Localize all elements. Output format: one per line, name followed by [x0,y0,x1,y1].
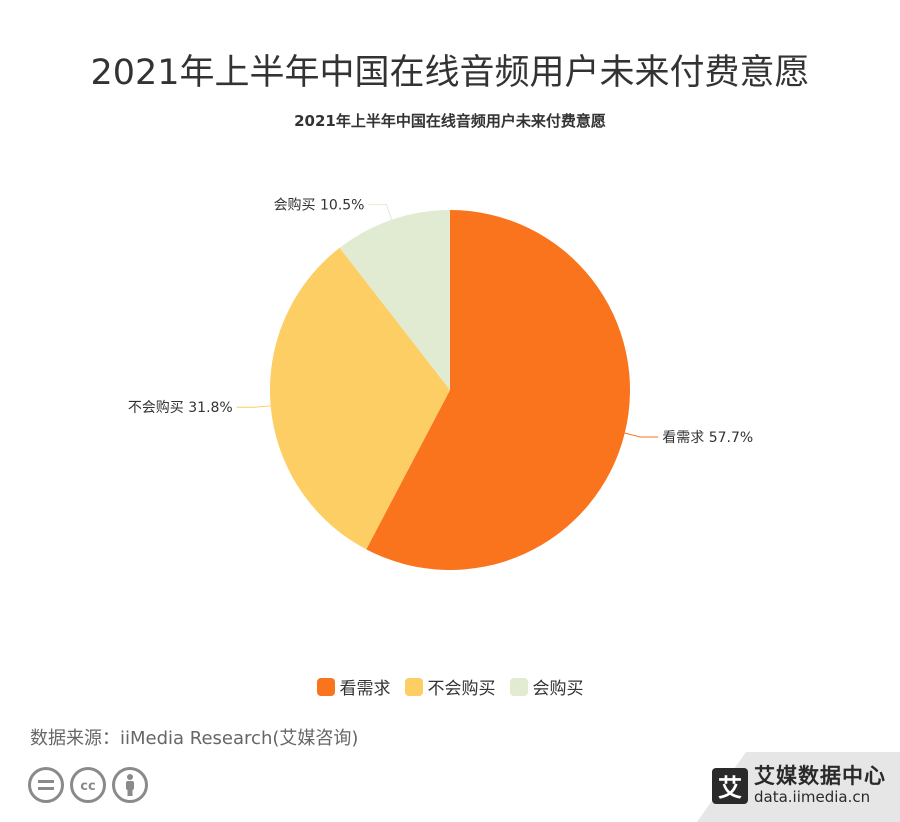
leader-line-0 [624,432,659,438]
brand-url: data.iimedia.cn [754,788,871,806]
brand-logo-icon: 艾 [712,767,748,804]
equals-icon [28,767,64,803]
chart-title: 2021年上半年中国在线音频用户未来付费意愿 [294,112,606,130]
slice-label-1: 不会购买 31.8% [128,400,233,416]
legend-label-0: 看需求 [339,679,391,699]
legend-item-2[interactable]: 会购买 [509,674,584,699]
legend-item-1[interactable]: 不会购买 [404,674,496,699]
legend-swatch-0 [316,677,335,696]
data-source: 数据来源：iiMedia Research(艾媒咨询) [30,728,359,749]
svg-text:cc: cc [80,779,95,793]
pie-slice-0[interactable] [366,210,631,570]
leader-line-2 [368,204,393,220]
chart-legend: 看需求 不会购买 会购买 [0,674,900,699]
slice-label-0: 看需求 57.7% [662,430,753,446]
leader-line-1 [236,405,271,408]
cc-icon: cc [70,767,106,803]
slice-label-2: 会购买 10.5% [274,198,365,214]
pie-slice-1[interactable] [269,247,450,550]
license-icons: cc [28,767,148,803]
brand[interactable]: 艾 艾媒数据中心 data.iimedia.cn [712,766,886,805]
brand-name: 艾媒数据中心 [754,764,886,788]
pie-slice-2[interactable] [339,210,450,390]
page-title: 2021年上半年中国在线音频用户未来付费意愿 [90,53,810,93]
legend-swatch-1 [404,677,423,696]
legend-label-1: 不会购买 [427,679,496,699]
legend-item-0[interactable]: 看需求 [316,674,391,699]
legend-label-2: 会购买 [532,679,584,699]
legend-swatch-2 [509,677,528,696]
person-icon [112,767,148,803]
